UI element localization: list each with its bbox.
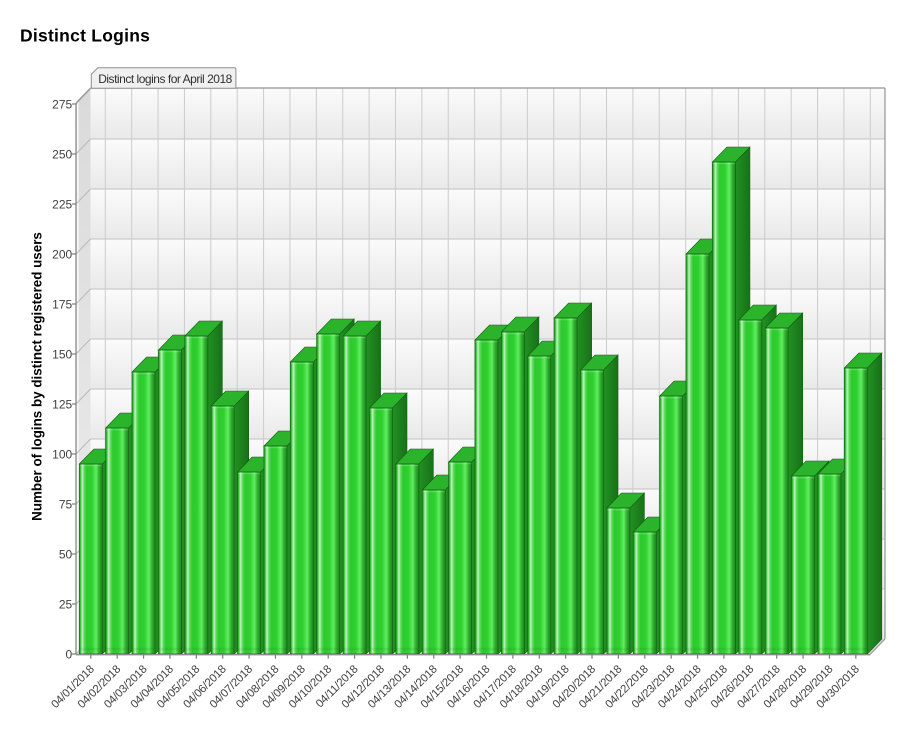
svg-text:Distinct logins for April 2018: Distinct logins for April 2018 — [98, 72, 232, 86]
svg-text:200: 200 — [52, 247, 72, 261]
svg-text:50: 50 — [59, 547, 73, 561]
svg-text:Distinct Logins: Distinct Logins — [20, 26, 150, 46]
svg-text:175: 175 — [52, 297, 72, 311]
svg-text:0: 0 — [66, 647, 73, 661]
svg-text:275: 275 — [52, 97, 72, 111]
svg-text:225: 225 — [52, 197, 72, 211]
svg-text:250: 250 — [52, 147, 72, 161]
svg-text:Number of logins by distinct r: Number of logins by distinct registered … — [29, 232, 44, 521]
svg-text:100: 100 — [52, 447, 72, 461]
svg-text:125: 125 — [52, 397, 72, 411]
svg-text:150: 150 — [52, 347, 72, 361]
svg-text:75: 75 — [59, 497, 73, 511]
svg-text:25: 25 — [59, 597, 73, 611]
